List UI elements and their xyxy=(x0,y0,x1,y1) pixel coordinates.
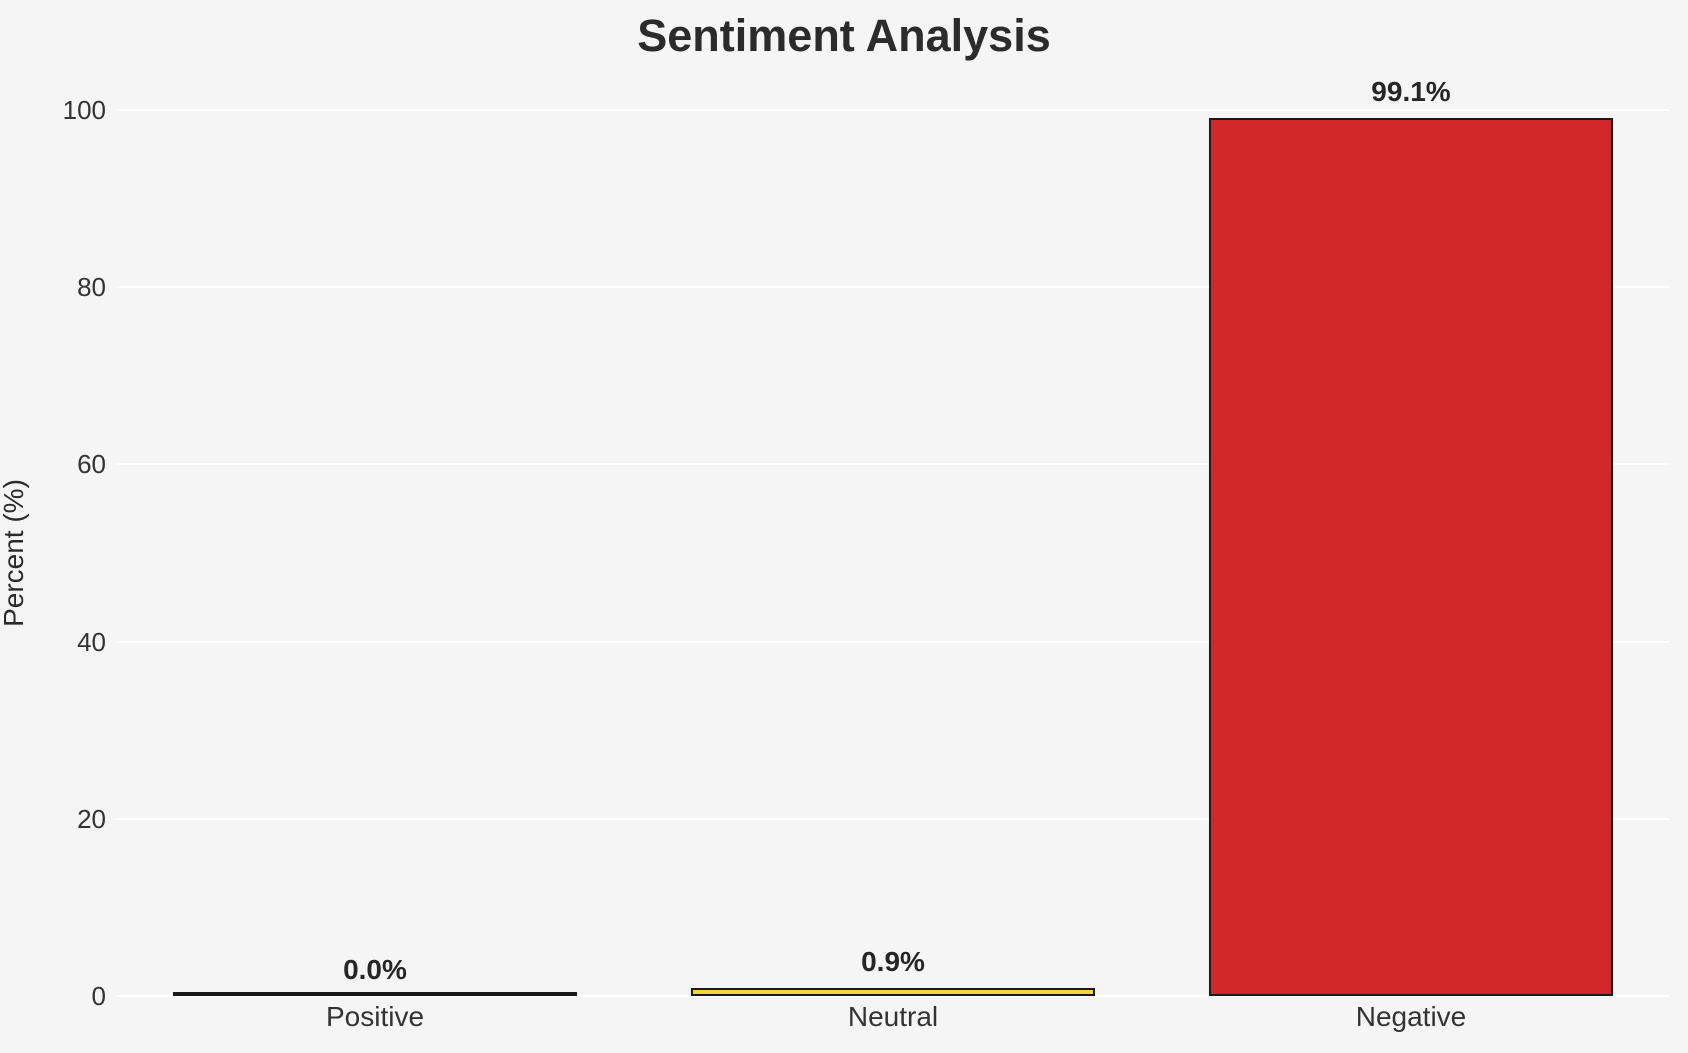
gridline-y-80 xyxy=(116,286,1670,289)
y-tick-label-100: 100 xyxy=(62,95,106,125)
plot-area: 0.0% 0.9% 99.1% xyxy=(116,77,1670,997)
x-axis-category-labels: Positive Neutral Negative xyxy=(116,1001,1670,1033)
x-category-label-neutral: Neutral xyxy=(847,1001,939,1032)
y-tick-label-20: 20 xyxy=(77,803,106,834)
gridline-y-0 xyxy=(116,995,1670,997)
x-category-label-positive: Positive xyxy=(325,1001,425,1032)
y-axis: 0 20 40 60 80 100 xyxy=(0,97,106,1009)
gridline-y-60 xyxy=(116,463,1670,466)
bar-value-label-positive: 0.0% xyxy=(343,954,407,985)
y-tick-label-80: 80 xyxy=(77,272,106,303)
gridline-y-40 xyxy=(116,640,1670,643)
y-tick-label-40: 40 xyxy=(77,626,106,657)
y-tick-label-60: 60 xyxy=(77,449,106,480)
y-tick-label-0: 0 xyxy=(91,981,106,1011)
gridline-y-100 xyxy=(116,109,1670,111)
bar-value-label-neutral: 0.9% xyxy=(861,946,925,978)
x-category-label-negative: Negative xyxy=(1355,1001,1467,1032)
chart-title: Sentiment Analysis xyxy=(637,10,1051,61)
bar-value-label-negative: 99.1% xyxy=(1371,75,1451,107)
bar-negative xyxy=(1208,117,1614,996)
bar-positive xyxy=(172,992,577,996)
gridline-y-20 xyxy=(116,817,1670,820)
bar-neutral xyxy=(690,988,1096,996)
